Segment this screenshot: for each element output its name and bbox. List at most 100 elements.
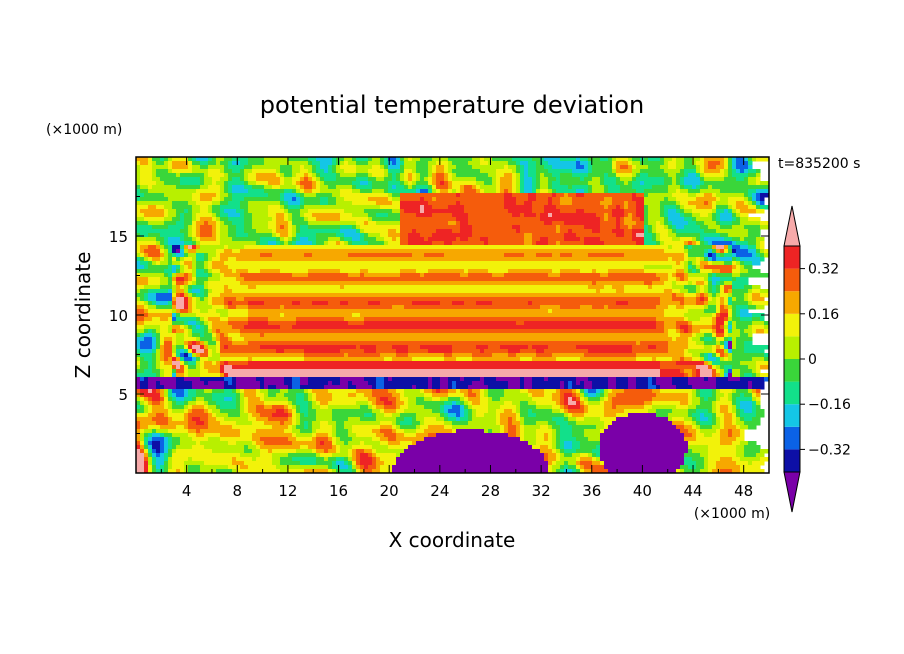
field-cell (600, 217, 605, 222)
field-cell (312, 401, 317, 406)
field-cell (224, 209, 237, 214)
field-cell (432, 377, 441, 382)
field-cell (208, 325, 213, 330)
field-cell (688, 337, 693, 342)
field-cell (160, 361, 165, 366)
field-cell (696, 269, 701, 274)
field-cell (276, 233, 281, 238)
field-cell (592, 185, 605, 190)
field-cell (468, 237, 481, 242)
field-cell (524, 189, 533, 194)
field-cell (708, 289, 713, 294)
field-cell (432, 393, 449, 398)
field-cell (500, 425, 505, 430)
field-cell (240, 433, 253, 438)
field-cell (740, 433, 745, 438)
field-cell (204, 257, 209, 262)
field-cell (264, 333, 669, 338)
field-cell (664, 289, 673, 294)
field-cell (292, 433, 297, 438)
field-cell (152, 369, 161, 374)
field-cell (700, 353, 705, 358)
field-cell (156, 329, 161, 334)
field-cell (472, 413, 477, 418)
field-cell (328, 437, 333, 442)
field-cell (244, 389, 257, 394)
field-cell (604, 393, 609, 398)
field-cell (512, 421, 521, 426)
field-cell (616, 393, 657, 398)
field-cell (736, 157, 745, 162)
field-cell (288, 409, 293, 414)
field-cell (580, 305, 593, 310)
field-cell (728, 337, 733, 342)
field-cell (308, 389, 313, 394)
field-cell (744, 373, 753, 378)
field-cell (716, 197, 721, 202)
field-cell (732, 365, 749, 370)
field-cell (588, 253, 625, 258)
field-cell (672, 193, 689, 198)
field-cell (268, 209, 285, 214)
field-cell (404, 181, 409, 186)
field-cell (732, 329, 741, 334)
field-cell (320, 201, 329, 206)
field-cell (432, 169, 437, 174)
field-cell (136, 209, 141, 214)
field-cell (696, 417, 701, 422)
field-cell (408, 445, 533, 450)
field-cell (292, 405, 297, 410)
field-cell (376, 237, 385, 242)
field-cell (188, 413, 209, 418)
field-cell (188, 157, 193, 162)
field-cell (444, 401, 453, 406)
field-cell (560, 225, 585, 230)
field-cell (140, 365, 149, 370)
field-cell (172, 453, 241, 458)
field-cell (508, 189, 513, 194)
field-cell (692, 401, 701, 406)
field-cell (452, 185, 461, 190)
field-cell (364, 441, 381, 446)
field-cell (176, 449, 213, 454)
field-cell (184, 221, 193, 226)
field-cell (740, 245, 749, 250)
field-cell (520, 225, 557, 230)
field-cell (268, 181, 281, 186)
field-cell (732, 369, 741, 374)
field-cell (344, 161, 349, 166)
field-cell (216, 217, 221, 222)
field-cell (188, 201, 197, 206)
field-cell (576, 465, 581, 470)
field-cell (164, 401, 169, 406)
field-cell (692, 433, 697, 438)
field-cell (532, 385, 561, 390)
field-cell (344, 317, 365, 322)
field-cell (680, 277, 685, 282)
field-cell (584, 409, 589, 414)
field-cell (544, 209, 561, 214)
field-cell (708, 417, 713, 422)
field-cell (564, 413, 569, 418)
field-cell (544, 437, 549, 442)
field-cell (160, 353, 165, 358)
field-cell (144, 457, 149, 462)
field-cell (556, 421, 569, 426)
field-cell (356, 453, 361, 458)
field-cell (212, 301, 225, 306)
field-cell (160, 369, 165, 374)
field-cell (220, 213, 229, 218)
field-cell (380, 465, 393, 470)
field-cell (356, 225, 361, 230)
field-cell (144, 377, 149, 382)
field-cell (344, 169, 357, 174)
field-cell (640, 217, 645, 222)
field-cell (288, 209, 301, 214)
field-cell (372, 173, 385, 178)
field-cell (216, 349, 221, 354)
field-cell (200, 225, 213, 230)
field-cell (160, 253, 165, 258)
y-unit-label: (×1000 m) (46, 122, 122, 138)
field-cell (140, 297, 145, 302)
field-cell (444, 177, 449, 182)
